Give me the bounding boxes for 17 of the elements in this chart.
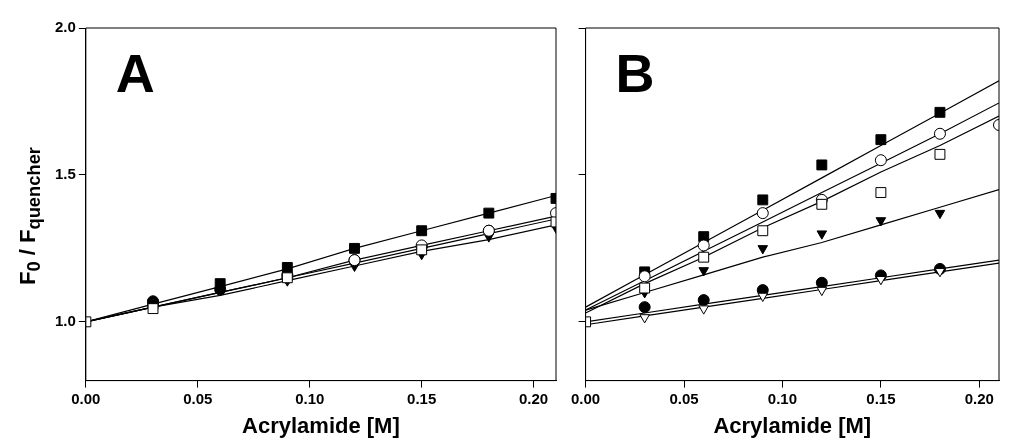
x-tick-label: 0.15 <box>866 389 896 407</box>
annotation: A <box>115 42 155 103</box>
x-tick-label: 0.15 <box>407 389 437 407</box>
x-tick-label: 0.20 <box>964 389 994 407</box>
x-tick-label: 0.00 <box>571 389 601 407</box>
y-tick-label: 1.0 <box>54 311 76 329</box>
y-tick-label: 1.5 <box>54 165 76 183</box>
x-tick-label: 0.10 <box>295 389 325 407</box>
annotation: B <box>615 42 655 103</box>
x-tick-label: 0.00 <box>71 389 101 407</box>
x-tick-label: 0.10 <box>767 389 798 407</box>
x-axis-title: Acrylamide [M] <box>713 412 872 438</box>
x-tick-label: 0.05 <box>183 389 213 407</box>
x-tick-label: 0.05 <box>669 389 699 407</box>
x-tick-label: 0.20 <box>519 389 549 407</box>
y-tick-label: 2.0 <box>54 18 76 36</box>
x-axis-title: Acrylamide [M] <box>242 412 400 438</box>
